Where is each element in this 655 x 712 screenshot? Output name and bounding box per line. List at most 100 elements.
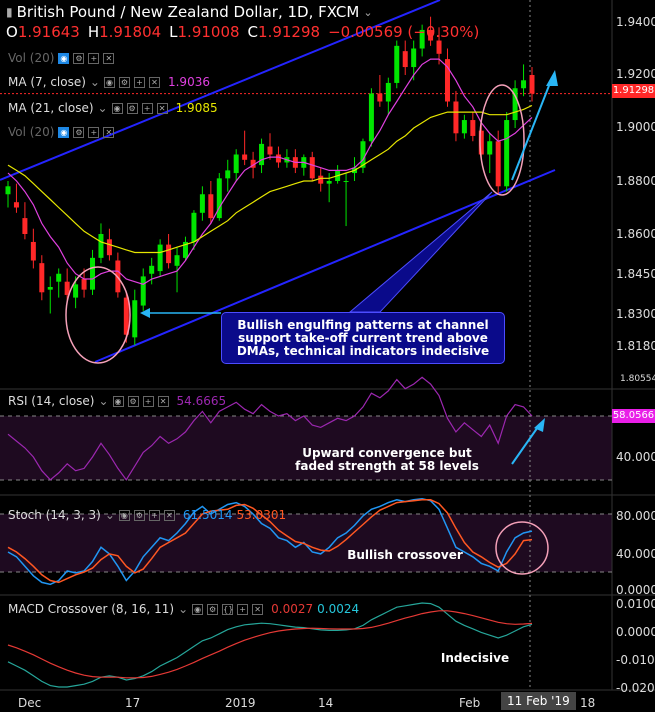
time-axis[interactable]: Dec 17 2019 14 Feb 18 11 Feb '19 — [0, 690, 655, 712]
settings-icon[interactable]: ⚙ — [118, 76, 130, 88]
candle-body — [233, 154, 239, 174]
candle-body — [157, 244, 163, 272]
candle-body — [259, 143, 265, 166]
add-icon[interactable]: + — [237, 603, 249, 615]
time-label: 2019 — [225, 696, 256, 710]
chevron-down-icon[interactable]: ⌄ — [363, 5, 373, 19]
candle-body — [140, 276, 146, 306]
rsi-annotation-line-1: Upward convergence but — [302, 446, 472, 460]
eye-icon[interactable]: ◉ — [112, 395, 124, 407]
vol-label: Vol (20) — [8, 51, 55, 65]
candle-body — [461, 120, 467, 134]
add-icon[interactable]: + — [141, 102, 153, 114]
up-arrow-main-line — [511, 77, 553, 181]
add-icon[interactable]: + — [88, 52, 100, 64]
eye-icon[interactable]: ◉ — [118, 509, 130, 521]
chevron-down-icon[interactable]: ⌄ — [178, 602, 189, 616]
settings-icon[interactable]: ⚙ — [73, 52, 85, 64]
chevron-down-icon[interactable]: ⌄ — [97, 101, 108, 115]
candle-body — [360, 141, 366, 168]
macd-tick: 0.0100 — [616, 597, 655, 611]
up-arrow-rsi-head — [534, 418, 545, 432]
add-icon[interactable]: + — [88, 126, 100, 138]
chevron-down-icon[interactable]: ⌄ — [98, 394, 109, 408]
macd-legend[interactable]: MACD Crossover (8, 16, 11) ⌄ ◉ ⚙ {} + ✕ … — [8, 602, 359, 616]
chevron-down-icon[interactable]: ⌄ — [89, 75, 100, 89]
time-label: 18 — [580, 696, 596, 710]
eye-icon[interactable]: ◉ — [111, 102, 123, 114]
add-icon[interactable]: + — [148, 509, 160, 521]
candle-body — [512, 88, 518, 121]
candle-body — [242, 154, 248, 160]
ma7-legend[interactable]: MA (7, close) ⌄ ◉ ⚙ + ✕ 1.9036 — [8, 75, 210, 89]
high-label: H — [87, 23, 100, 41]
symbol-title[interactable]: British Pound / New Zealand Dollar, 1D, … — [16, 3, 360, 21]
candle-body — [267, 146, 273, 155]
time-label: 14 — [318, 696, 334, 710]
candle-body — [73, 284, 79, 298]
settings-icon[interactable]: ⚙ — [127, 395, 139, 407]
time-cursor-label: 11 Feb '19 — [501, 692, 576, 710]
candle-body — [123, 297, 129, 335]
candle-body — [90, 257, 96, 290]
settings-icon[interactable]: ⚙ — [133, 509, 145, 521]
stoch-crossover-ellipse — [495, 521, 549, 575]
candle-body — [385, 82, 391, 102]
candle-body — [174, 255, 180, 266]
time-label: Dec — [18, 696, 42, 710]
macd-a-line — [7, 602, 533, 688]
main-annotation-line-3: DMAs, technical indicators indecisive — [236, 344, 490, 358]
stoch-legend[interactable]: Stoch (14, 3, 3) ⌄ ◉ ⚙ + ✕ 61.5014 53.03… — [8, 508, 286, 522]
candle-body — [182, 241, 188, 258]
settings-icon[interactable]: ⚙ — [126, 102, 138, 114]
macd-axis[interactable]: 0.0100 0.0000 -0.0100 -0.0200 — [612, 595, 655, 695]
collapse-icon[interactable]: ▮ — [6, 5, 13, 19]
settings-icon[interactable]: ⚙ — [207, 603, 219, 615]
chevron-down-icon[interactable]: ⌄ — [104, 508, 115, 522]
close-icon[interactable]: ✕ — [163, 509, 175, 521]
candle-body — [411, 48, 417, 68]
close-icon[interactable]: ✕ — [103, 126, 115, 138]
close-icon[interactable]: ✕ — [103, 52, 115, 64]
candle-body — [275, 154, 281, 163]
settings-icon[interactable]: ⚙ — [73, 126, 85, 138]
rsi-label: RSI (14, close) — [8, 394, 95, 408]
vol2-legend[interactable]: Vol (20) ◉ ⚙ + ✕ — [8, 125, 115, 139]
candle-body — [199, 194, 205, 213]
change-value: −0.00569 (−0.30%) — [328, 23, 480, 41]
stoch-axis[interactable]: 80.0000 40.0000 0.0000 — [612, 495, 655, 597]
ma21-legend[interactable]: MA (21, close) ⌄ ◉ ⚙ + ✕ 1.9085 — [8, 101, 218, 115]
rsi-legend[interactable]: RSI (14, close) ⌄ ◉ ⚙ + ✕ 54.6665 — [8, 394, 226, 408]
candle-body — [56, 273, 62, 282]
add-icon[interactable]: + — [133, 76, 145, 88]
eye-icon[interactable]: ◉ — [192, 603, 204, 615]
ma7-value: 1.9036 — [167, 75, 210, 89]
price-axis[interactable]: 1.94000 1.92000 1.90000 1.88000 1.86000 … — [612, 0, 655, 390]
candle-body — [495, 141, 501, 187]
chart-header: ▮ British Pound / New Zealand Dollar, 1D… — [6, 3, 373, 21]
candle-body — [13, 202, 19, 208]
eye-icon[interactable]: ◉ — [103, 76, 115, 88]
candle-body — [47, 287, 53, 290]
rsi-axis[interactable]: 40.0000 — [612, 390, 655, 495]
current-price-label: 1.91298 — [612, 84, 655, 98]
price-tick: 1.81800 — [616, 339, 655, 353]
close-icon[interactable]: ✕ — [148, 76, 160, 88]
price-tick: 1.92000 — [616, 67, 655, 81]
stoch-k-value: 61.5014 — [182, 508, 233, 522]
candle-body — [39, 263, 45, 293]
price-tick: 1.94000 — [616, 15, 655, 29]
eye-icon[interactable]: ◉ — [58, 126, 70, 138]
source-icon[interactable]: {} — [222, 603, 234, 615]
stoch-tick: 40.0000 — [616, 547, 655, 561]
eye-icon[interactable]: ◉ — [58, 52, 70, 64]
low-value: 1.91008 — [177, 23, 240, 41]
add-icon[interactable]: + — [142, 395, 154, 407]
stoch-label: Stoch (14, 3, 3) — [8, 508, 101, 522]
vol-legend[interactable]: Vol (20) ◉ ⚙ + ✕ — [8, 51, 115, 65]
close-icon[interactable]: ✕ — [156, 102, 168, 114]
close-icon[interactable]: ✕ — [157, 395, 169, 407]
close-icon[interactable]: ✕ — [252, 603, 264, 615]
candle-body — [487, 141, 493, 155]
candle-body — [318, 175, 324, 184]
